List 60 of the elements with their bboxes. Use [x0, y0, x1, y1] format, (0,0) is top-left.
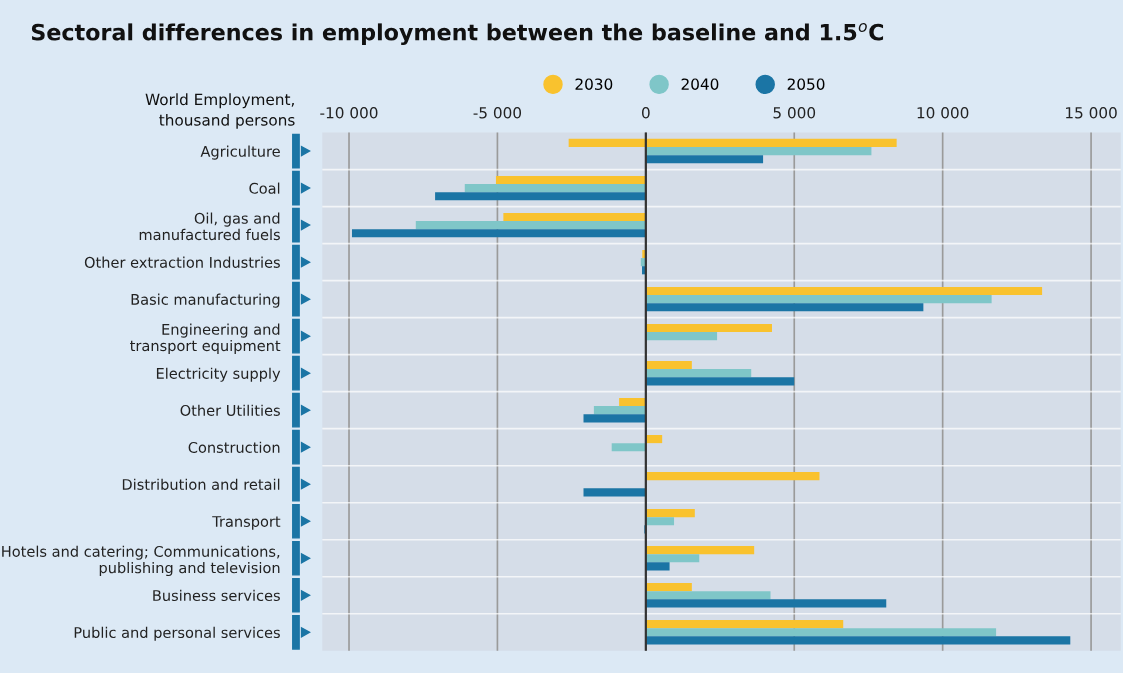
bar [583, 414, 646, 423]
bar [645, 599, 887, 608]
bar [645, 286, 1043, 296]
x-tick-label: -10 000 [320, 106, 378, 119]
bar [645, 360, 692, 370]
y-tick-label: Engineering and transport equipment [130, 323, 281, 355]
bar [495, 175, 646, 185]
bar [645, 155, 764, 164]
chart-title: Sectoral differences in employment between the baseline and 1.5$^{o}$C [31, 23, 884, 46]
bar [583, 488, 646, 497]
bar [645, 636, 1071, 645]
bar [645, 332, 718, 341]
y-tick-label: Transport [212, 516, 281, 530]
y-tick-label: Electricity supply [156, 367, 281, 382]
bar [645, 303, 924, 312]
bar [464, 184, 646, 193]
bar [645, 472, 820, 481]
y-tick-label: Distribution and retail [122, 478, 280, 490]
bar [415, 221, 646, 230]
x-tick-label: 15 000 [1066, 106, 1117, 119]
bar [619, 397, 646, 407]
x-tick-label: 0 [641, 106, 650, 119]
bar [645, 562, 670, 571]
x-tick-label: 5 000 [773, 106, 816, 119]
y-tick-label: Business services [153, 589, 280, 602]
y-tick-label: Construction [188, 441, 280, 453]
bar [645, 509, 695, 518]
bar [645, 377, 795, 386]
bar [645, 369, 752, 378]
legend-label: 2050 [787, 78, 825, 90]
x-tick-label: 10 000 [917, 106, 969, 119]
y-tick-label: Agriculture [200, 145, 280, 160]
x-tick-label: -5 000 [473, 106, 522, 119]
bar [645, 620, 844, 629]
bar [645, 295, 992, 304]
bar [645, 554, 700, 563]
bar [593, 406, 646, 415]
bar [568, 138, 897, 148]
y-tick-label: Oil, gas and manufactured fuels [139, 212, 280, 241]
legend-label: 2040 [681, 78, 719, 90]
bar [645, 628, 997, 637]
bar [435, 192, 646, 201]
bar [645, 546, 755, 555]
y-tick-label: Basic manufacturing [131, 293, 280, 308]
bar [645, 583, 692, 592]
bar [611, 443, 646, 452]
bar [645, 517, 675, 526]
bar [645, 147, 872, 156]
legend-label: 2030 [575, 78, 613, 90]
bar [645, 434, 663, 444]
bar [503, 212, 646, 222]
y-tick-label: Hotels and catering; Communications, publishing and television [2, 545, 280, 577]
bar [645, 591, 771, 600]
y-tick-label: Other extraction Industries [84, 256, 280, 268]
bar [351, 229, 646, 238]
y-tick-label: Coal [249, 182, 280, 194]
y-tick-label: Other Utilities [180, 404, 280, 416]
bar [645, 323, 772, 333]
y-tick-label: Public and personal services [74, 626, 280, 641]
y-axis-title: World Employment, thousand persons [145, 93, 295, 129]
